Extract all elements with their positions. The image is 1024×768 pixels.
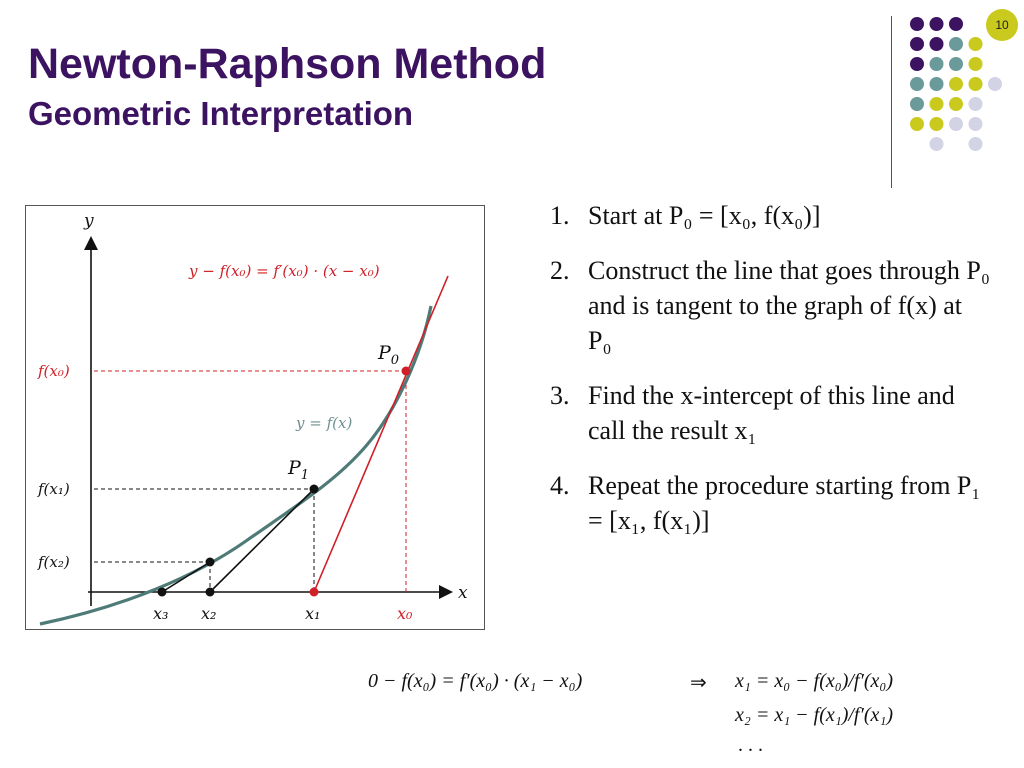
page-number: 10 [995, 18, 1009, 32]
step-number: 4. [550, 471, 570, 500]
y-axis-arrow [84, 236, 98, 250]
p0-subscript: 0 [391, 353, 399, 368]
decorative-dot [988, 77, 1002, 91]
step-item: 1. Start at P₀ = [x₀, f(x₀)] [550, 198, 990, 233]
step-number: 3. [550, 381, 570, 410]
decorative-dot [929, 37, 944, 51]
equation-line2: x₂ = x₁ − f(x₁)/f′(x₁) [735, 704, 893, 726]
decorative-dot [949, 57, 963, 71]
tangent-line-p0 [313, 275, 449, 593]
f-x2-label: f(x₂) [37, 553, 70, 571]
decorative-dot [929, 97, 944, 111]
point-x1 [309, 587, 319, 597]
decorative-dot [949, 117, 963, 131]
point-p0 [401, 366, 411, 376]
implies-symbol: ⇒ [690, 672, 707, 694]
x3-tick-label: x₃ [153, 604, 168, 623]
p0-label: P0 [377, 342, 399, 368]
newton-raphson-diagram: x y y − f(x₀) = f′(x₀) · (x − x₀) y = f(… [25, 205, 485, 630]
function-curve [39, 305, 433, 626]
step-item: 4. Repeat the procedure starting from P₁… [550, 468, 990, 538]
step-number: 2. [550, 256, 570, 285]
step-text: Construct the line that goes through P₀ … [588, 256, 990, 355]
step-number: 1. [550, 201, 570, 230]
point-p1 [309, 484, 319, 494]
decorative-dot-grid [910, 17, 1002, 151]
page-number-badge: 10 [986, 9, 1018, 41]
decorative-dot [968, 37, 983, 51]
decorative-dot [929, 137, 944, 151]
step-text: Find the x-intercept of this line and ca… [588, 381, 955, 445]
decorative-dot [968, 97, 983, 111]
step-item: 3. Find the x-intercept of this line and… [550, 378, 990, 448]
decorative-dot [910, 77, 924, 91]
f-x1-label: f(x₁) [37, 480, 70, 498]
decorative-dot [910, 97, 924, 111]
x0-tick-label: x₀ [397, 604, 413, 623]
decorative-dot [910, 117, 924, 131]
decorative-dot [929, 77, 944, 91]
decorative-dot [968, 57, 983, 71]
equation-line1-right: x₁ = x₀ − f(x₀)/f′(x₀) [735, 670, 893, 692]
step-item: 2. Construct the line that goes through … [550, 253, 990, 358]
step-text: Repeat the procedure starting from P₁ = … [588, 471, 981, 535]
point-x2 [205, 587, 215, 597]
x-axis-arrow [439, 585, 453, 599]
decorative-dot [910, 57, 924, 71]
diagram-svg: x y y − f(x₀) = f′(x₀) · (x − x₀) y = f(… [37, 211, 468, 626]
tangent-line-p1 [209, 488, 315, 593]
decorative-dot [949, 17, 963, 31]
p1-letter: P [287, 457, 302, 479]
x1-tick-label: x₁ [305, 604, 320, 623]
x-axis-label: x [458, 583, 468, 603]
point-p2 [205, 557, 215, 567]
decorative-dot [949, 77, 963, 91]
decorative-dot [949, 97, 963, 111]
equation-ellipsis: . . . [738, 734, 763, 756]
p0-letter: P [377, 342, 392, 364]
decorative-dot [910, 17, 924, 31]
procedure-steps: 1. Start at P₀ = [x₀, f(x₀)] 2. Construc… [550, 198, 990, 558]
slide-subtitle: Geometric Interpretation [28, 95, 414, 132]
decorative-dot [929, 57, 944, 71]
decorative-dot [929, 117, 944, 131]
tangent-equation-label: y − f(x₀) = f′(x₀) · (x − x₀) [188, 262, 380, 280]
point-x3 [157, 587, 167, 597]
decorative-dot [968, 137, 983, 151]
p1-subscript: 1 [301, 468, 309, 483]
decorative-dot [968, 117, 983, 131]
equation-line1-left: 0 − f(x₀) = f′(x₀) · (x₁ − x₀) [368, 670, 583, 692]
decorative-dot [968, 77, 983, 91]
step-text: Start at P₀ = [x₀, f(x₀)] [588, 201, 821, 230]
decorative-dot [910, 37, 924, 51]
curve-label: y = f(x) [295, 414, 352, 432]
y-axis-label: y [83, 211, 94, 231]
tangent-line-p2 [161, 561, 211, 593]
decorative-dot [929, 17, 944, 31]
f-x0-label: f(x₀) [37, 362, 70, 380]
decorative-dot [949, 37, 963, 51]
x2-tick-label: x₂ [201, 604, 216, 623]
p1-label: P1 [287, 457, 309, 483]
header-divider [891, 16, 892, 188]
slide-title: Newton-Raphson Method [28, 40, 547, 88]
